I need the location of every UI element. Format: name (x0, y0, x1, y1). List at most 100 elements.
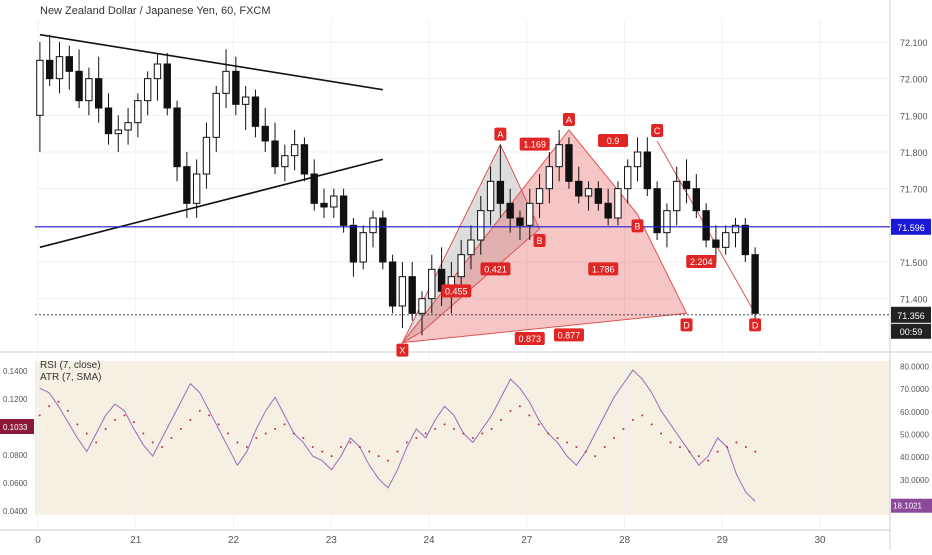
pattern-point-label: B (537, 236, 543, 246)
candle-body (604, 202, 612, 219)
atr-point (76, 423, 79, 426)
candle-body (261, 125, 269, 142)
candle-body (104, 107, 113, 135)
pattern-point-label: D (683, 320, 690, 330)
candle-body (594, 188, 603, 204)
candle-body (36, 59, 44, 116)
indicator-left-tick: 0.0600 (3, 479, 28, 488)
atr-point (650, 423, 653, 426)
support-price-label: 71.596 (897, 223, 925, 233)
atr-point (349, 441, 352, 444)
atr-point (396, 450, 399, 453)
atr-point (387, 459, 390, 462)
atr-point (707, 459, 710, 462)
atr-point (669, 441, 672, 444)
candle-body (379, 217, 387, 263)
atr-point (161, 446, 164, 449)
candle-body (65, 56, 73, 72)
candle-body (369, 217, 377, 234)
candle-body (692, 188, 701, 212)
candle-body (682, 180, 691, 190)
ratio-label: 1.169 (523, 140, 546, 150)
atr-point (565, 441, 568, 444)
atr-point (735, 441, 738, 444)
atr-point (631, 418, 634, 421)
candle-body (418, 298, 426, 314)
candle-body (398, 276, 407, 307)
atr-point (85, 432, 88, 435)
atr-point (481, 432, 484, 435)
candle-body (290, 144, 299, 157)
candle-body (614, 188, 622, 219)
candle-body (457, 254, 465, 278)
atr-point (405, 441, 408, 444)
candle-body (477, 210, 485, 241)
pattern-point-label: D (752, 320, 759, 330)
ratio-badge (480, 262, 511, 276)
ratio-label: 0.873 (518, 334, 541, 344)
chart-title: New Zealand Dollar / Japanese Yen, 60, F… (40, 5, 271, 17)
atr-point (132, 421, 135, 424)
ratio-badge (441, 284, 472, 298)
atr-point (292, 432, 295, 435)
ratio-label: 0.9 (607, 136, 620, 146)
atr-point (424, 432, 427, 435)
atr-point (443, 423, 446, 426)
atr-point (255, 437, 258, 439)
indicator-right-tick: 60.0000 (900, 408, 929, 417)
atr-point (622, 427, 625, 430)
candle-body (212, 92, 220, 138)
candle-body (359, 232, 367, 263)
atr-point (330, 455, 333, 458)
candle-body (624, 166, 632, 190)
candle-body (526, 202, 534, 226)
pattern-point-badge (533, 234, 546, 247)
candle-body (163, 63, 171, 109)
atr-point (179, 427, 182, 430)
candle-body (232, 70, 240, 105)
y-tick-label: 71.400 (900, 295, 928, 305)
candle-body (516, 217, 524, 226)
atr-point (142, 432, 145, 435)
candle-body (751, 254, 759, 314)
atr-point (57, 400, 60, 403)
atr-point (95, 441, 98, 444)
pattern-point-label: A (497, 130, 503, 140)
indicator-left-current: 0.1033 (3, 423, 28, 432)
candle-body (124, 122, 132, 131)
atr-point (208, 414, 211, 417)
ratio-label: 0.455 (445, 286, 468, 296)
indicator-left-tick: 0.1400 (3, 367, 28, 376)
candle-body (731, 224, 740, 234)
candle-body (633, 151, 642, 168)
atr-point (537, 423, 540, 426)
candle-body (565, 144, 573, 182)
atr-point (189, 418, 192, 421)
candle-body (673, 180, 681, 212)
indicator-left-tick: 0.0800 (3, 451, 28, 460)
candle-body (75, 70, 83, 102)
atr-point (613, 437, 616, 439)
atr-point (528, 414, 531, 417)
ratio-badge (553, 328, 584, 342)
atr-point (415, 437, 418, 439)
candle-body (663, 210, 671, 234)
ratio-badge (588, 262, 619, 276)
atr-point (660, 432, 663, 435)
candle-body (202, 136, 211, 175)
atr-point (678, 446, 681, 449)
pattern-point-badge (749, 318, 762, 332)
candle-body (310, 173, 318, 204)
indicator-right-current-badge (891, 498, 932, 513)
indicator-right-tick: 40.0000 (900, 453, 929, 462)
atr-point (217, 423, 220, 426)
pattern-point-badge (631, 219, 644, 233)
pattern-point-badge (651, 124, 664, 137)
atr-point (311, 446, 314, 449)
atr-point (556, 437, 559, 439)
atr-point (584, 450, 587, 453)
ratio-badge (598, 134, 629, 147)
pattern-point-badge (494, 127, 507, 141)
